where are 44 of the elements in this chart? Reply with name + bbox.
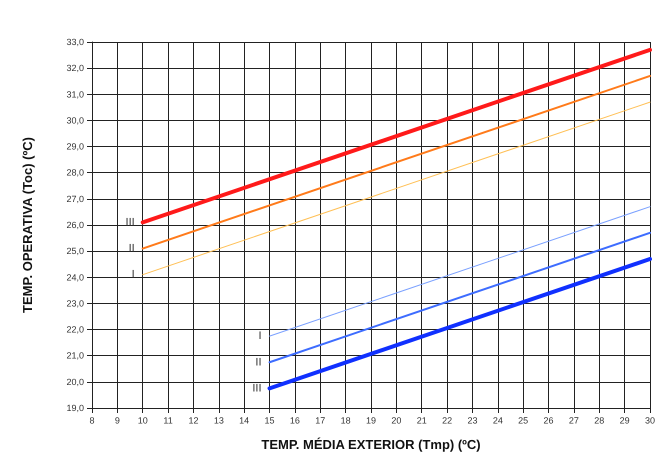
- y-tick-label: 32,0: [66, 63, 84, 74]
- x-tick-label: 20: [391, 416, 402, 426]
- y-tick-label: 31,0: [66, 89, 84, 100]
- x-axis-title: TEMP. MÉDIA EXTERIOR (Tmp) (ºC): [261, 437, 481, 452]
- x-tick-label: 12: [188, 416, 198, 426]
- y-tick-label: 26,0: [66, 220, 84, 230]
- y-tick-label: 22,0: [66, 324, 84, 335]
- series-label: I: [132, 268, 135, 281]
- x-tick-label: 14: [239, 416, 250, 426]
- y-tick-label: 33,0: [66, 37, 84, 47]
- y-tick-label: 23,0: [66, 298, 84, 308]
- y-tick-label: 30,0: [66, 115, 84, 126]
- x-tick-label: 17: [315, 416, 326, 426]
- x-tick-label: 28: [594, 416, 604, 426]
- series-label: I: [258, 330, 262, 342]
- x-tick-label: 15: [264, 416, 275, 426]
- x-tick-label: 30: [644, 416, 655, 426]
- x-tick-label: 9: [114, 416, 120, 426]
- series-label: II: [255, 356, 262, 368]
- x-tick-label: 19: [366, 416, 376, 426]
- x-tick-label: 8: [89, 416, 95, 426]
- x-tick-label: 27: [568, 416, 579, 426]
- y-tick-label: 24,0: [66, 272, 84, 282]
- y-tick-label: 27,0: [66, 194, 84, 204]
- y-tick-label: 21,0: [66, 350, 84, 361]
- series-label: III: [252, 382, 262, 394]
- x-tick-label: 11: [163, 416, 173, 426]
- x-tick-label: 26: [544, 416, 554, 426]
- x-tick-label: 23: [467, 416, 478, 426]
- x-tick-label: 22: [442, 416, 452, 426]
- x-tick-label: 29: [620, 416, 630, 426]
- x-tick-label: 13: [214, 416, 224, 426]
- x-tick-label: 10: [138, 416, 148, 426]
- x-tick-label: 21: [416, 416, 427, 426]
- x-tick-label: 25: [518, 416, 528, 426]
- y-tick-label: 20,0: [66, 376, 84, 387]
- x-tick-label: 16: [290, 416, 300, 426]
- x-tick-label: 24: [492, 416, 503, 426]
- y-tick-label: 28,0: [66, 168, 84, 178]
- y-tick-label: 25,0: [66, 246, 84, 256]
- y-tick-label: 19,0: [66, 403, 84, 413]
- x-tick-label: 18: [340, 416, 351, 426]
- y-tick-label: 29,0: [66, 142, 84, 152]
- y-axis-title: TEMP. OPERATIVA (Toc) (ºC): [20, 137, 35, 313]
